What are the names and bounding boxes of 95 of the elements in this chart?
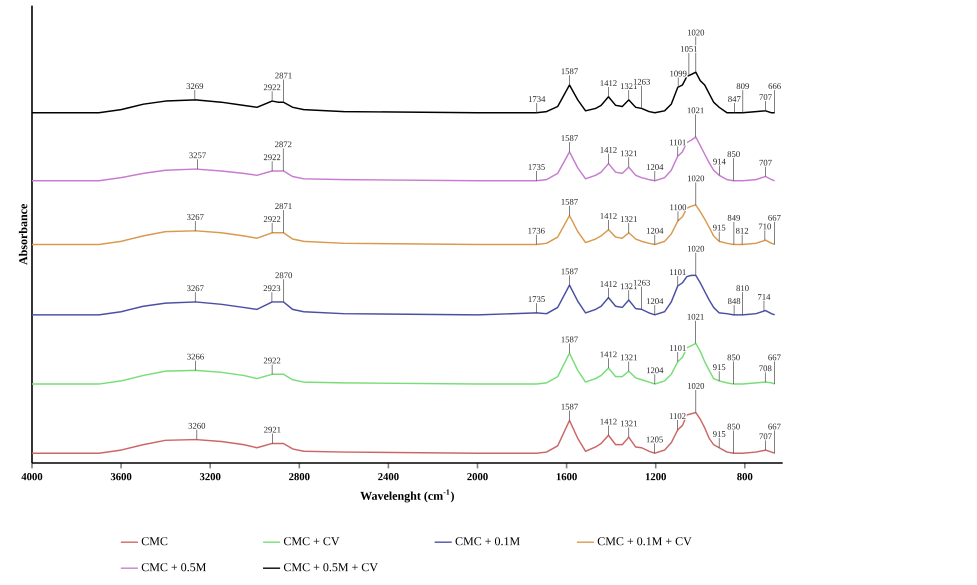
annotation: 1020	[688, 175, 704, 182]
annotation: 1736	[528, 228, 545, 234]
annotation: 1101	[670, 345, 686, 351]
annotation: 1204	[646, 298, 664, 304]
annotation: 1587	[562, 68, 578, 74]
annotation: 812	[736, 228, 748, 234]
annotation: 2921	[264, 426, 280, 433]
annotation: 914	[713, 158, 726, 164]
annotation: 1020	[688, 30, 704, 36]
annotation: 707	[760, 160, 772, 166]
annotation: 1587	[562, 404, 578, 410]
annotation: 1101	[670, 269, 686, 276]
annotation: 850	[727, 151, 740, 158]
annotation: 667	[768, 354, 781, 360]
x-tick-label: 800	[737, 473, 752, 480]
annotation: 849	[728, 214, 740, 221]
annotation: 2922	[264, 154, 280, 160]
annotation: 2923	[264, 285, 280, 292]
x-tick-label: 1600	[556, 473, 577, 480]
annotation: 1735	[528, 164, 545, 170]
annotation: 810	[736, 285, 749, 292]
annotation: 915	[712, 431, 726, 437]
annotation: 1021	[688, 107, 704, 114]
annotation: 1587	[562, 268, 578, 274]
annotation: 667	[768, 214, 781, 221]
annotation: 707	[760, 433, 772, 440]
annotation: 2871	[275, 203, 292, 210]
annotation: 666	[768, 83, 781, 90]
legend-label: CMC + 0.5M + CV	[284, 563, 378, 572]
annotation: 915	[712, 364, 726, 370]
annotation: 809	[736, 83, 749, 90]
annotation: 1051	[680, 46, 698, 52]
annotation: 1412	[600, 418, 617, 424]
annotation: 1412	[600, 80, 617, 86]
annotation: 1412	[600, 351, 617, 358]
annotation: 1205	[646, 436, 663, 442]
x-tick-label: 2000	[467, 473, 488, 480]
annotation: 1102	[670, 413, 686, 419]
x-tick-label: 3200	[200, 473, 220, 480]
annotation: 710	[758, 224, 772, 230]
annotation: 1321	[620, 150, 637, 156]
annotation: 1412	[600, 213, 617, 219]
annotation: 1321	[620, 354, 637, 360]
annotation: 847	[728, 96, 741, 102]
x-tick-label: 1200	[646, 473, 666, 480]
annotation: 850	[727, 354, 740, 360]
annotation: 1204	[646, 367, 664, 374]
legend-label: CMC + 0.1M	[456, 537, 520, 546]
legend-label: CMC + 0.5M	[142, 563, 206, 572]
annotation: 1204	[646, 228, 664, 234]
x-tick-label: 4000	[21, 473, 42, 480]
annotation: 708	[759, 365, 772, 372]
annotation: 1321	[620, 420, 637, 426]
annotation: 1101	[670, 139, 686, 146]
annotation: 3267	[187, 214, 204, 220]
annotation: 1204	[646, 164, 664, 170]
annotation: 1587	[562, 336, 578, 342]
x-tick-label: 2400	[378, 473, 399, 480]
legend-label: CMC + 0.1M + CV	[598, 537, 692, 546]
annotation: 707	[760, 94, 772, 100]
annotation: 1099	[670, 70, 687, 77]
annotation: 1100	[670, 204, 686, 210]
x-tick-label: 2800	[289, 473, 310, 480]
annotation: 667	[768, 424, 781, 430]
x-axis-title: Wavelenght (cm$^{-1}$)	[360, 489, 454, 502]
annotation: 2922	[264, 358, 280, 364]
annotation: 1587	[562, 198, 578, 205]
x-tick-label: 3600	[110, 473, 132, 480]
annotation: 848	[728, 298, 740, 304]
annotation: 2922	[264, 84, 280, 90]
annotation: 2872	[274, 141, 292, 148]
annotation: 1020	[688, 246, 704, 252]
annotation: 2922	[264, 216, 280, 222]
annotation: 1734	[528, 96, 546, 102]
annotation: 1735	[528, 296, 545, 302]
annotation: 850	[727, 424, 740, 430]
annotation: 3260	[188, 422, 206, 429]
annotation: 3266	[187, 354, 204, 360]
annotation: 2870	[275, 272, 292, 278]
annotation: 1587	[562, 135, 578, 142]
annotation: 3269	[186, 83, 204, 90]
annotation: 3267	[187, 285, 204, 292]
annotation: 714	[758, 294, 770, 300]
legend-label: CMC + CV	[284, 537, 340, 546]
annotation: 2871	[275, 72, 292, 78]
y-axis-title: Absorbance	[18, 204, 28, 265]
annotation: 1412	[600, 147, 617, 153]
annotation: 1412	[600, 281, 617, 287]
annotation: 1021	[688, 314, 704, 320]
annotation: 915	[712, 224, 726, 231]
annotation: 1321	[620, 216, 637, 222]
annotation: 3257	[189, 152, 206, 158]
annotation: 1263	[634, 78, 650, 85]
annotation: 1020	[688, 383, 704, 389]
legend-label: CMC	[142, 537, 168, 546]
